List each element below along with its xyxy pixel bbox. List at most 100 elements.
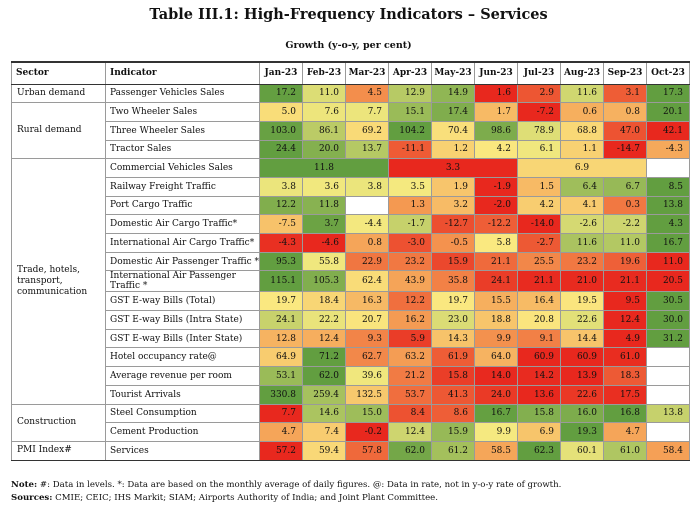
value-cell: 14.9: [431, 83, 475, 104]
value-cell: 60.9: [560, 347, 604, 368]
value-cell: 21.0: [560, 270, 604, 293]
value-cell: 19.5: [560, 291, 604, 312]
value-cell: 15.9: [431, 251, 475, 272]
value-cell: -2.0: [474, 195, 518, 216]
value-cell: 64.0: [474, 347, 518, 368]
table-row: International Air Cargo Traffic* -4.3 -4.6…: [12, 233, 690, 253]
value-cell: 22.9: [345, 251, 389, 272]
table-row: Tourist Arrivals 330.8 259.4 132.5 53.7 41.3 2…: [12, 384, 690, 405]
value-cell: 59.4: [302, 440, 346, 461]
value-cell: 115.1: [259, 270, 303, 293]
value-cell: 63.2: [388, 347, 432, 368]
value-cell: 16.8: [603, 403, 647, 424]
value-cell: 16.3: [345, 291, 389, 312]
value-cell: 12.4: [603, 310, 647, 330]
value-cell: 23.0: [431, 310, 475, 330]
value-cell: 0.8: [603, 102, 647, 122]
value-cell: 13.8: [646, 403, 690, 424]
value-cell: 68.8: [560, 120, 604, 141]
value-cell: 13.7: [345, 139, 389, 160]
value-cell: 41.3: [431, 384, 475, 405]
value-cell: -14.0: [517, 214, 561, 234]
value-cell: 12.9: [388, 83, 432, 104]
value-cell: 6.4: [560, 176, 604, 197]
value-cell: 71.2: [302, 347, 346, 368]
note-text: #: Data in levels. *: Data are based on …: [37, 480, 562, 490]
value-cell: 1.3: [388, 195, 432, 216]
value-cell: 3.3: [388, 158, 518, 178]
month-header: Aug-23: [560, 61, 604, 85]
value-cell: -0.5: [431, 233, 475, 253]
value-cell: 55.8: [302, 251, 346, 272]
value-cell: 20.5: [646, 270, 690, 293]
value-cell: 11.6: [560, 233, 604, 253]
note-line: Note: #: Data in levels. *: Data are bas…: [11, 479, 691, 492]
value-cell: 103.0: [259, 120, 303, 141]
value-cell: 61.0: [603, 347, 647, 368]
value-cell: 12.2: [388, 291, 432, 312]
value-cell: 4.7: [259, 422, 303, 442]
value-cell: [646, 366, 690, 386]
value-cell: -7.2: [517, 102, 561, 122]
value-cell: [646, 347, 690, 368]
value-cell: -11.1: [388, 139, 432, 160]
value-cell: 5.9: [388, 328, 432, 349]
value-cell: 5.8: [474, 233, 518, 253]
table-row: Domestic Air Passenger Traffic * 95.3 55.8…: [12, 251, 690, 272]
indicator-cell: Passenger Vehicles Sales: [105, 83, 260, 104]
value-cell: 12.8: [259, 328, 303, 349]
value-cell: 14.6: [302, 403, 346, 424]
indicator-cell: International Air Cargo Traffic*: [105, 233, 260, 253]
indicator-cell: Two Wheeler Sales: [105, 102, 260, 122]
value-cell: 23.2: [388, 251, 432, 272]
value-cell: 62.3: [517, 440, 561, 461]
value-cell: 1.2: [431, 139, 475, 160]
value-cell: -2.7: [517, 233, 561, 253]
table-row: Rural demand Two Wheeler Sales 5.0 7.6 7.7 15…: [11, 102, 690, 160]
value-cell: 19.3: [560, 422, 604, 442]
sector-cell: Urban demand: [11, 83, 106, 104]
value-cell: 3.2: [431, 195, 475, 216]
value-cell: 8.4: [388, 403, 432, 424]
month-header: Apr-23: [388, 61, 432, 85]
value-cell: 9.1: [517, 328, 561, 349]
value-cell: 3.1: [603, 83, 647, 104]
value-cell: 5.0: [259, 102, 303, 122]
value-cell: 14.4: [560, 328, 604, 349]
table-notes: Note: #: Data in levels. *: Data are bas…: [11, 479, 691, 504]
value-cell: 22.6: [560, 310, 604, 330]
indicator-cell: Cement Production: [105, 422, 260, 442]
value-cell: 4.1: [560, 195, 604, 216]
sector-cell: Rural demand: [11, 102, 106, 160]
value-cell: 62.0: [388, 440, 432, 461]
indicator-cell: Three Wheeler Sales: [105, 120, 260, 141]
sources-text: CMIE; CEIC; IHS Markit; SIAM; Airports A…: [52, 492, 438, 503]
indicator-cell: Tractor Sales: [105, 139, 260, 160]
value-cell: 20.7: [345, 310, 389, 330]
value-cell: 8.5: [646, 176, 690, 197]
indicator-cell: GST E-way Bills (Intra State): [105, 310, 260, 330]
value-cell: 11.8: [259, 158, 389, 178]
value-cell: 4.5: [345, 83, 389, 104]
indicator-cell: Services: [105, 440, 260, 461]
value-cell: 15.5: [474, 291, 518, 312]
table-row: Cement Production 4.7 7.4 -0.2 12.4 15.9 9.9 6.…: [12, 422, 690, 442]
sector-cell: PMI Index#: [11, 440, 106, 461]
value-cell: 58.5: [474, 440, 518, 461]
value-cell: 0.3: [603, 195, 647, 216]
value-cell: 4.3: [646, 214, 690, 234]
value-cell: 64.9: [259, 347, 303, 368]
value-cell: 86.1: [302, 120, 346, 141]
value-cell: 16.0: [560, 403, 604, 424]
value-cell: 13.6: [517, 384, 561, 405]
value-cell: -2.6: [560, 214, 604, 234]
value-cell: 6.9: [517, 422, 561, 442]
value-cell: 78.9: [517, 120, 561, 141]
value-cell: 259.4: [302, 384, 346, 405]
value-cell: 17.4: [431, 102, 475, 122]
table-row: Railway Freight Traffic 3.8 3.6 3.8 3.5 1.9 -1…: [12, 176, 690, 197]
value-cell: 11.0: [302, 83, 346, 104]
value-cell: 17.3: [646, 83, 690, 104]
value-cell: 24.1: [474, 270, 518, 293]
value-cell: 1.7: [474, 102, 518, 122]
